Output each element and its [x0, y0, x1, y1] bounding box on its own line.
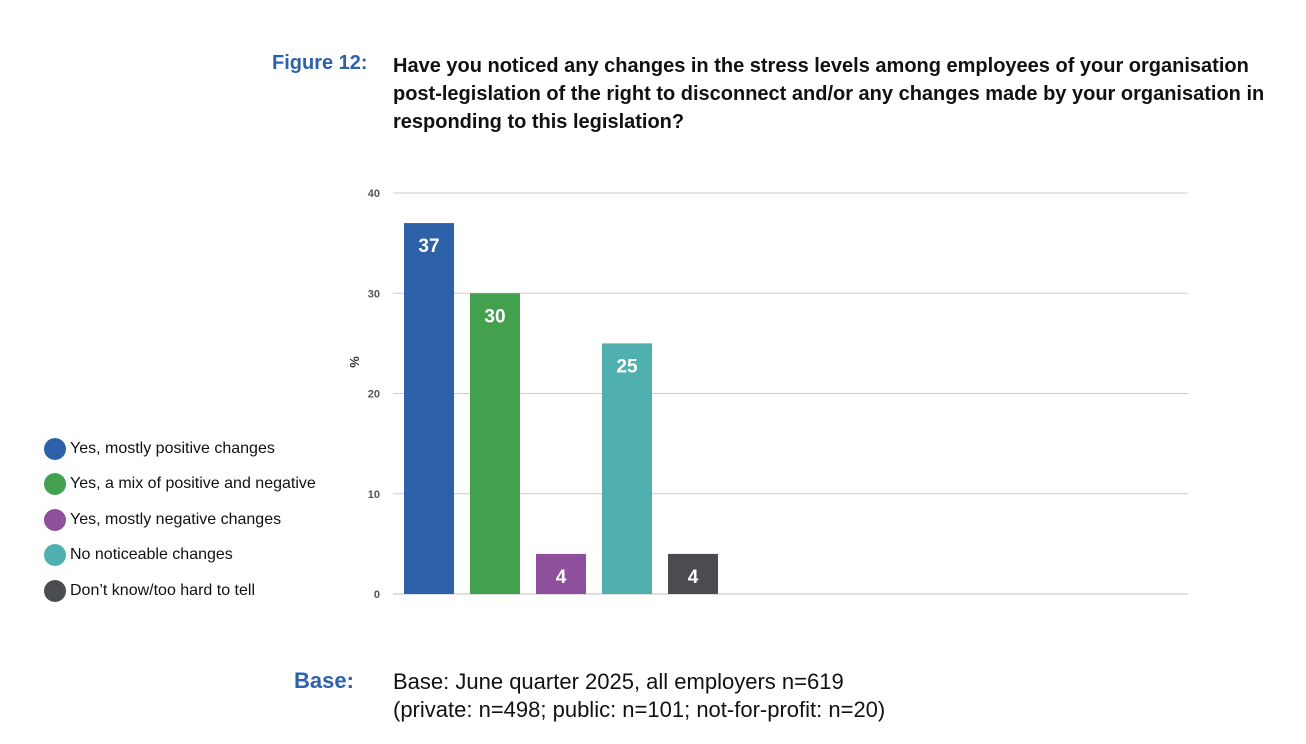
legend-item: Yes, a mix of positive and negative: [44, 467, 316, 503]
bar: [602, 343, 652, 594]
legend-label: No noticeable changes: [70, 546, 233, 564]
y-tick-label: 0: [374, 589, 380, 601]
bar: [470, 293, 520, 594]
y-tick-label: 40: [368, 188, 380, 200]
base-line-1: Base: June quarter 2025, all employers n…: [393, 669, 844, 694]
legend-item: No noticeable changes: [44, 538, 316, 574]
chart-legend: Yes, mostly positive changes Yes, a mix o…: [44, 431, 316, 609]
base-line-2: (private: n=498; public: n=101; not-for-…: [393, 697, 886, 722]
data-label: 4: [556, 567, 567, 588]
data-label: 30: [484, 306, 505, 327]
base-label: Base:: [294, 668, 354, 693]
legend-item: Don’t know/too hard to tell: [44, 573, 316, 609]
data-label: 37: [418, 236, 439, 257]
legend-label: Yes, mostly positive changes: [70, 439, 275, 457]
legend-label: Yes, a mix of positive and negative: [70, 475, 316, 493]
legend-swatch: [44, 544, 66, 567]
legend-label: Don’t know/too hard to tell: [70, 581, 255, 599]
legend-label: Yes, mostly negative changes: [70, 510, 282, 528]
figure-label: Figure 12:: [272, 52, 368, 74]
bar: [668, 553, 718, 594]
y-tick-label: 20: [368, 389, 380, 401]
legend-swatch: [44, 437, 66, 460]
legend-swatch: [44, 508, 66, 531]
y-axis-label: %: [347, 356, 362, 368]
figure-title: Have you noticed any changes in the stre…: [393, 55, 1265, 133]
legend-item: Yes, mostly negative changes: [44, 502, 316, 538]
y-tick-label: 10: [368, 489, 380, 501]
bar: [536, 553, 586, 594]
bar: [404, 223, 454, 594]
legend-item: Yes, mostly positive changes: [44, 431, 316, 467]
legend-swatch: [44, 579, 66, 602]
base-text: Base: June quarter 2025, all employers n…: [393, 668, 885, 724]
data-label: 25: [616, 356, 638, 377]
data-label: 4: [688, 567, 699, 588]
legend-swatch: [44, 473, 66, 496]
y-tick-label: 30: [368, 288, 380, 300]
